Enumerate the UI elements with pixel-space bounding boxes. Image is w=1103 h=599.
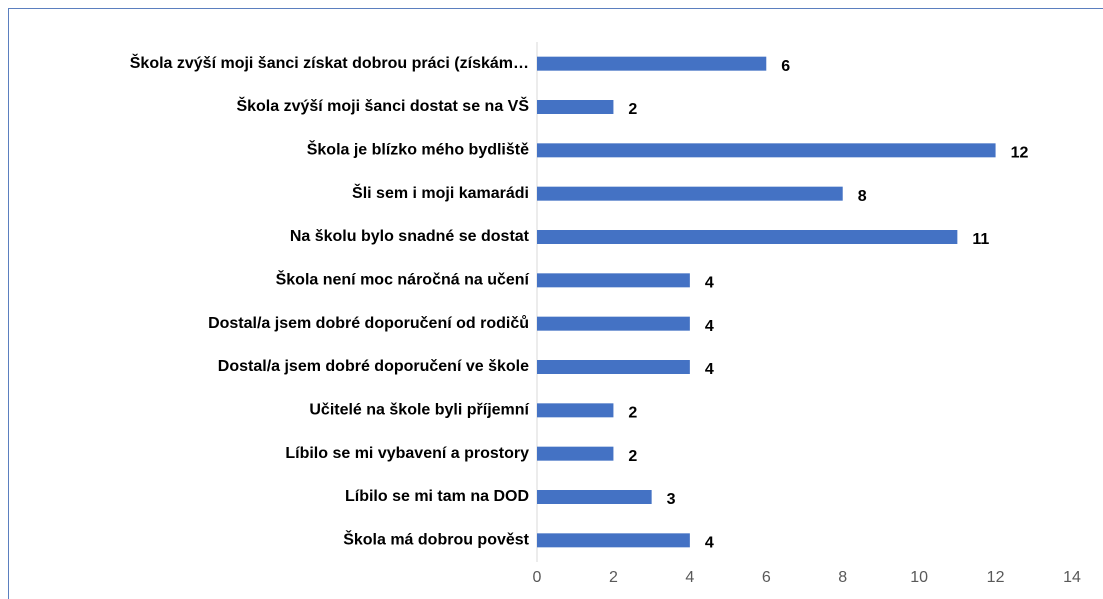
chart-frame [8, 8, 1103, 599]
x-tick-label: 0 [533, 569, 542, 586]
category-label: Škola má dobrou pověst [343, 530, 529, 549]
bar [537, 186, 843, 201]
x-tick-label: 8 [838, 569, 847, 586]
category-label: Dostal/a jsem dobré doporučení od rodičů [208, 315, 529, 332]
bar [537, 273, 690, 288]
value-label: 2 [628, 448, 637, 465]
category-label: Učitelé na škole byli příjemní [309, 402, 529, 419]
value-label: 3 [667, 491, 676, 508]
value-label: 8 [858, 188, 867, 205]
value-label: 4 [705, 318, 714, 335]
value-label: 2 [628, 405, 637, 422]
category-label: Líbilo se mi vybavení a prostory [285, 445, 529, 462]
value-label: 12 [1011, 145, 1029, 162]
category-label: Škola zvýší moji šanci dostat se na VŠ [236, 96, 529, 115]
bar [537, 446, 614, 461]
x-tick-label: 10 [910, 569, 928, 586]
bar [537, 56, 767, 71]
bar [537, 533, 690, 548]
value-label: 4 [705, 361, 714, 378]
category-label: Škola zvýší moji šanci získat dobrou prá… [130, 53, 529, 72]
x-tick-label: 2 [609, 569, 618, 586]
value-label: 6 [781, 58, 790, 75]
category-label: Šli sem i moji kamarádi [352, 183, 529, 202]
bar [537, 100, 614, 114]
value-label: 4 [705, 535, 714, 552]
bar [537, 143, 996, 158]
bar [537, 490, 652, 504]
bar [537, 230, 958, 244]
value-label: 11 [972, 231, 989, 248]
value-label: 2 [628, 101, 637, 118]
x-tick-label: 6 [762, 569, 771, 586]
bar [537, 403, 614, 418]
x-tick-label: 12 [987, 569, 1005, 586]
bar [537, 316, 690, 331]
value-label: 4 [705, 275, 714, 292]
x-tick-label: 4 [685, 569, 694, 586]
category-label: Dostal/a jsem dobré doporučení ve škole [218, 358, 529, 375]
category-label: Na školu bylo snadné se dostat [290, 228, 530, 245]
bar [537, 360, 690, 374]
category-label: Líbilo se mi tam na DOD [345, 488, 529, 505]
category-label: Škola je blízko mého bydliště [307, 140, 529, 159]
category-label: Škola není moc náročná na učení [276, 270, 530, 289]
x-tick-label: 14 [1063, 569, 1081, 586]
